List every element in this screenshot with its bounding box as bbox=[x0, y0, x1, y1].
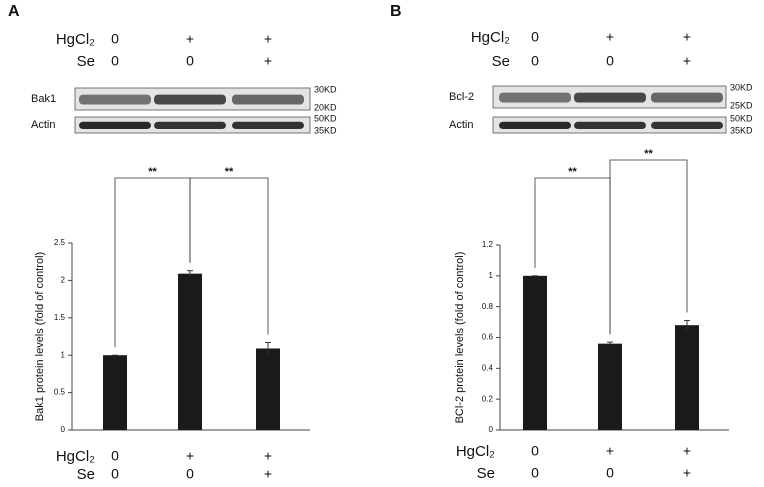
bar bbox=[256, 348, 280, 430]
y-tick-label: 1.5 bbox=[54, 313, 66, 322]
treatment-name: Se bbox=[477, 465, 495, 482]
y-tick-label: 1 bbox=[489, 271, 494, 280]
y-tick-label: 2.5 bbox=[54, 238, 66, 247]
blot-band bbox=[154, 121, 226, 129]
y-axis-label: Bak1 protein levels (fold of control) bbox=[34, 252, 46, 421]
treatment-level: + bbox=[683, 465, 691, 481]
bar bbox=[675, 325, 699, 430]
treatment-level: 0 bbox=[111, 448, 119, 464]
treatment-level: 0 bbox=[186, 53, 194, 69]
bar bbox=[598, 343, 622, 430]
y-tick-label: 0.8 bbox=[482, 302, 494, 311]
significance-bracket bbox=[609, 159, 688, 335]
blot-marker: 30KD bbox=[314, 84, 337, 94]
y-tick-label: 0.4 bbox=[482, 363, 494, 372]
y-tick-label: 1 bbox=[61, 350, 66, 359]
treatment-level: 0 bbox=[111, 31, 119, 47]
treatment-level: + bbox=[264, 53, 272, 69]
treatment-level: 0 bbox=[186, 466, 194, 482]
treatment-level: + bbox=[264, 448, 272, 464]
treatment-name: HgCl₂ bbox=[56, 448, 95, 465]
treatment-level: 0 bbox=[531, 29, 539, 45]
treatment-name: Se bbox=[77, 466, 95, 483]
treatment-level: 0 bbox=[531, 443, 539, 459]
treatment-level: + bbox=[683, 29, 691, 45]
blot-band bbox=[651, 121, 723, 129]
blot-band bbox=[499, 121, 571, 129]
treatment-name: Se bbox=[77, 53, 95, 70]
treatment-level: 0 bbox=[111, 53, 119, 69]
bar bbox=[178, 273, 202, 430]
blot-marker: 20KD bbox=[314, 102, 337, 112]
y-tick-label: 0.5 bbox=[54, 388, 66, 397]
y-tick-label: 1.2 bbox=[482, 240, 494, 249]
panel-label: A bbox=[8, 3, 20, 20]
blot-marker: 50KD bbox=[314, 113, 337, 123]
treatment-level: 0 bbox=[531, 53, 539, 69]
y-tick-label: 2 bbox=[61, 276, 66, 285]
treatment-level: + bbox=[683, 443, 691, 459]
significance-label: ** bbox=[225, 166, 234, 178]
blot-label: Bcl-2 bbox=[449, 91, 474, 103]
treatment-name: HgCl₂ bbox=[456, 443, 495, 460]
treatment-name: Se bbox=[492, 53, 510, 70]
treatment-name: HgCl₂ bbox=[56, 31, 95, 48]
blot-band bbox=[79, 94, 151, 105]
treatment-level: 0 bbox=[531, 465, 539, 481]
blot-marker: 25KD bbox=[730, 100, 753, 110]
y-tick-label: 0.2 bbox=[482, 394, 494, 403]
treatment-level: 0 bbox=[606, 53, 614, 69]
blot-band bbox=[574, 92, 646, 103]
treatment-level: + bbox=[264, 466, 272, 482]
blot-marker: 35KD bbox=[730, 125, 753, 135]
blot-band bbox=[232, 94, 304, 105]
blot-band bbox=[79, 121, 151, 129]
significance-bracket bbox=[189, 177, 269, 335]
y-axis-label: BCl-2 protein levels (fold of control) bbox=[454, 252, 466, 424]
blot-marker: 30KD bbox=[730, 82, 753, 92]
y-tick-label: 0.6 bbox=[482, 333, 494, 342]
blot-label: Actin bbox=[449, 119, 473, 131]
blot-label: Bak1 bbox=[31, 93, 56, 105]
significance-label: ** bbox=[644, 148, 653, 160]
treatment-level: + bbox=[683, 53, 691, 69]
treatment-level: + bbox=[264, 31, 272, 47]
significance-label: ** bbox=[148, 166, 157, 178]
treatment-level: + bbox=[606, 443, 614, 459]
bar bbox=[523, 275, 547, 430]
treatment-level: + bbox=[606, 29, 614, 45]
blot-band bbox=[232, 121, 304, 129]
blot-band bbox=[574, 121, 646, 129]
y-tick-label: 0 bbox=[489, 425, 494, 434]
blot-marker: 50KD bbox=[730, 113, 753, 123]
blot-label: Actin bbox=[31, 119, 55, 131]
treatment-level: + bbox=[186, 31, 194, 47]
blot-marker: 35KD bbox=[314, 125, 337, 135]
blot-band bbox=[499, 92, 571, 103]
treatment-level: 0 bbox=[111, 466, 119, 482]
treatment-level: + bbox=[186, 448, 194, 464]
panel-label: B bbox=[390, 3, 402, 20]
treatment-level: 0 bbox=[606, 465, 614, 481]
significance-label: ** bbox=[568, 166, 577, 178]
y-tick-label: 0 bbox=[61, 425, 66, 434]
blot-band bbox=[651, 92, 723, 103]
bar bbox=[103, 355, 127, 430]
treatment-name: HgCl₂ bbox=[471, 29, 510, 46]
blot-band bbox=[154, 94, 226, 105]
